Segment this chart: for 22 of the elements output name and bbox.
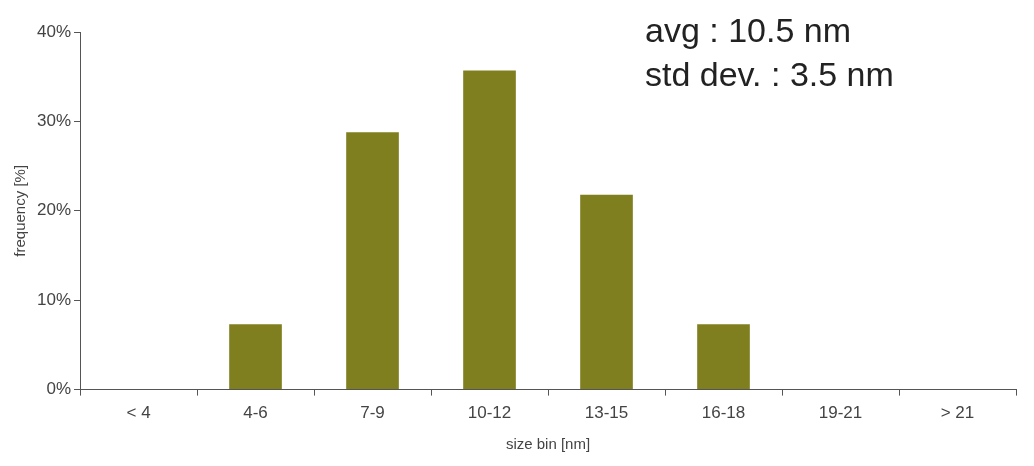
x-tick-label: > 21 bbox=[940, 403, 975, 423]
x-axis-title: size bin [nm] bbox=[505, 435, 591, 453]
x-tick-label: 19-21 bbox=[818, 403, 863, 423]
bar bbox=[346, 132, 399, 390]
x-tick-label: 13-15 bbox=[584, 403, 629, 423]
bar bbox=[229, 324, 282, 390]
y-tick-label: 0% bbox=[46, 379, 72, 399]
x-tick-label: 4-6 bbox=[243, 403, 268, 423]
y-tick-label: 30% bbox=[36, 111, 72, 131]
annotation: avg : 10.5 nm bbox=[645, 11, 852, 50]
y-tick-label: 10% bbox=[36, 289, 72, 309]
x-tick-label: 7-9 bbox=[360, 403, 385, 423]
x-tick-label: 16-18 bbox=[701, 403, 746, 423]
bar bbox=[463, 70, 516, 390]
x-tick-label: 10-12 bbox=[467, 403, 512, 423]
x-tick-label: < 4 bbox=[126, 403, 151, 423]
y-axis-title: frequency [%] bbox=[11, 164, 29, 257]
annotation: std dev. : 3.5 nm bbox=[645, 55, 894, 94]
y-tick-label: 20% bbox=[36, 200, 72, 220]
bar bbox=[580, 194, 633, 390]
y-tick-label: 40% bbox=[36, 21, 72, 41]
bar bbox=[697, 324, 750, 390]
